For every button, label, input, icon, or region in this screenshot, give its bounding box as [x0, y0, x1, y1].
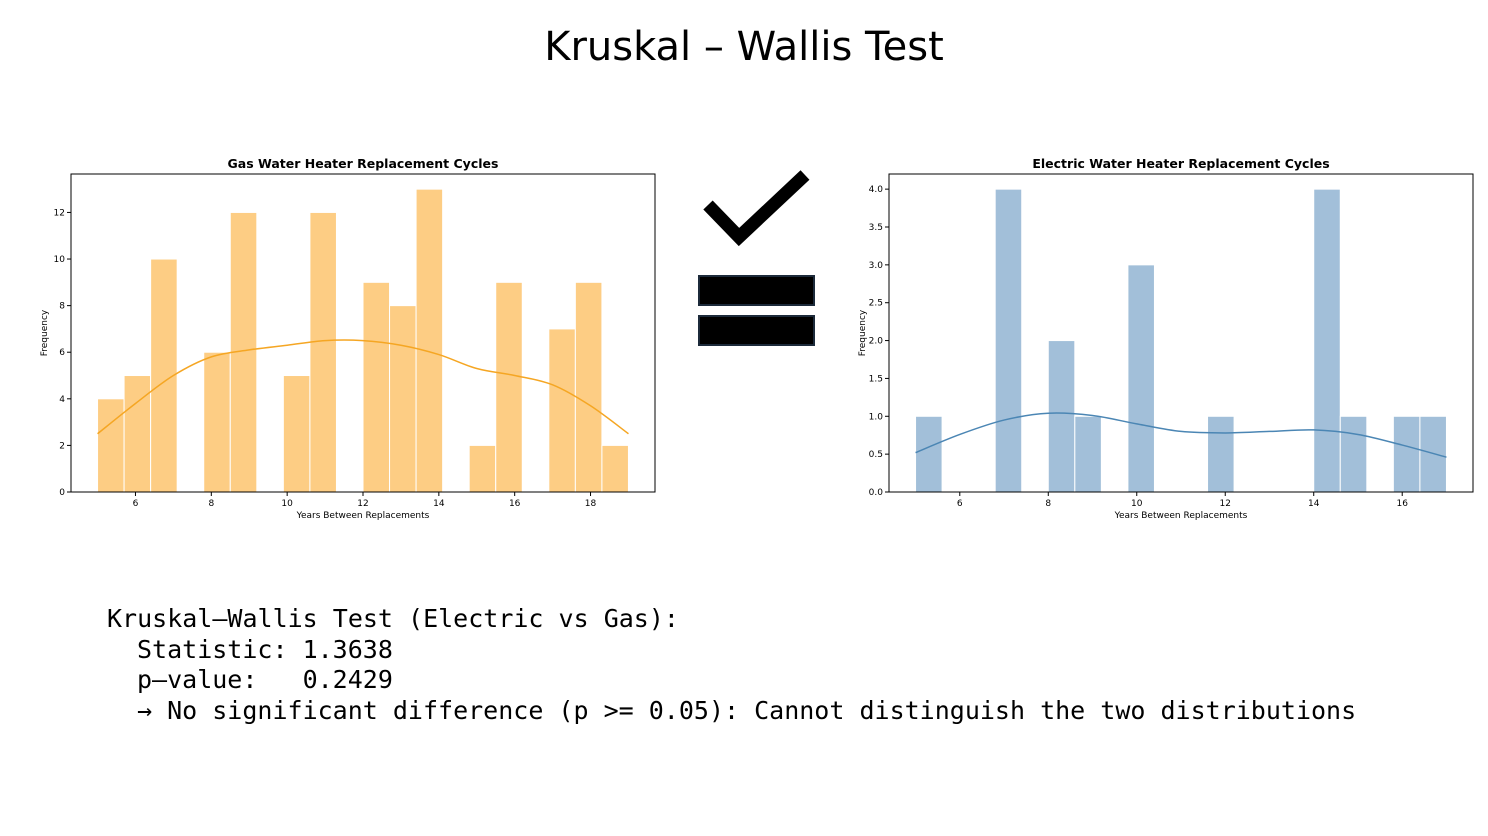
kde-curve — [97, 339, 629, 435]
result-header: Kruskal–Wallis Test (Electric vs Gas): — [107, 604, 679, 633]
histogram-bar — [362, 281, 391, 493]
histogram-bar — [548, 328, 576, 493]
equals-bottom-bar — [698, 315, 815, 346]
histogram-bar — [574, 281, 603, 493]
result-statistic: Statistic: 1.3638 — [137, 634, 393, 664]
test-result-output: Kruskal–Wallis Test (Electric vs Gas): St… — [107, 604, 1356, 726]
y-tick-label: 2.5 — [869, 299, 883, 309]
histogram-bar — [915, 415, 943, 493]
x-axis-label: Years Between Replacements — [1114, 511, 1248, 521]
plot-frame — [888, 173, 1474, 493]
histogram-bar — [601, 444, 629, 493]
y-tick-label: 12 — [54, 208, 65, 218]
histogram-bar — [1127, 264, 1155, 493]
histogram-bar — [282, 375, 311, 493]
y-tick-label: 1.0 — [869, 412, 884, 422]
y-tick-label: 8 — [59, 302, 65, 312]
histogram-bar — [123, 375, 152, 493]
y-tick-label: 4 — [59, 395, 65, 405]
x-tick-label: 8 — [1045, 499, 1051, 509]
y-tick-label: 0.5 — [869, 450, 883, 460]
histogram-bar — [203, 351, 231, 493]
y-tick-label: 2.0 — [869, 337, 884, 347]
x-tick-label: 6 — [133, 499, 139, 509]
histogram-bar — [309, 211, 337, 493]
chart-title: Gas Water Heater Replacement Cycles — [228, 156, 499, 171]
histogram-bar — [415, 188, 444, 493]
y-tick-label: 10 — [54, 255, 66, 265]
histogram-bar — [1074, 415, 1102, 493]
x-axis-label: Years Between Replacements — [296, 511, 430, 521]
y-tick-label: 3.0 — [869, 261, 884, 271]
y-tick-label: 0 — [59, 488, 65, 498]
y-tick-label: 0.0 — [869, 488, 884, 498]
result-pvalue: p–value: 0.2429 — [137, 665, 393, 695]
histogram-bar — [994, 188, 1023, 493]
equals-top-bar — [698, 275, 815, 306]
x-tick-label: 10 — [1131, 499, 1143, 509]
histogram-bar — [1047, 340, 1076, 493]
slide-title: Kruskal – Wallis Test — [544, 24, 944, 70]
histogram-bar — [389, 305, 417, 493]
check-equals-icon — [698, 170, 815, 346]
result-conclusion: → No significant difference (p >= 0.05):… — [137, 695, 1357, 725]
x-tick-label: 10 — [281, 499, 293, 509]
histogram-bar — [1313, 188, 1341, 493]
y-tick-label: 1.5 — [869, 374, 883, 384]
chart-title: Electric Water Heater Replacement Cycles — [1032, 156, 1329, 171]
x-tick-label: 8 — [208, 499, 214, 509]
x-tick-label: 18 — [585, 499, 597, 509]
electric-histogram-chart: Electric Water Heater Replacement Cycles… — [858, 156, 1474, 521]
check-mark-icon — [703, 170, 810, 247]
x-tick-label: 12 — [1220, 499, 1231, 509]
x-tick-label: 14 — [433, 499, 445, 509]
histogram-bar — [1207, 415, 1235, 493]
x-tick-label: 12 — [357, 499, 368, 509]
kde-curve — [915, 412, 1447, 458]
x-tick-label: 16 — [509, 499, 521, 509]
y-axis-label: Frequency — [858, 309, 868, 356]
x-tick-label: 14 — [1308, 499, 1320, 509]
y-axis-label: Frequency — [40, 309, 50, 356]
histogram-bar — [1392, 415, 1421, 493]
gas-histogram-chart: Gas Water Heater Replacement Cycles 6 8 10 1… — [40, 156, 656, 521]
y-tick-label: 3.5 — [869, 223, 883, 233]
x-tick-label: 16 — [1396, 499, 1408, 509]
y-tick-label: 4.0 — [869, 185, 884, 195]
histogram-bar — [97, 398, 125, 493]
y-tick-label: 2 — [59, 441, 65, 451]
histogram-bar — [468, 444, 497, 493]
y-tick-label: 6 — [59, 348, 65, 358]
histogram-bar — [1339, 415, 1368, 493]
histogram-bar — [495, 281, 523, 493]
x-tick-label: 6 — [957, 499, 963, 509]
